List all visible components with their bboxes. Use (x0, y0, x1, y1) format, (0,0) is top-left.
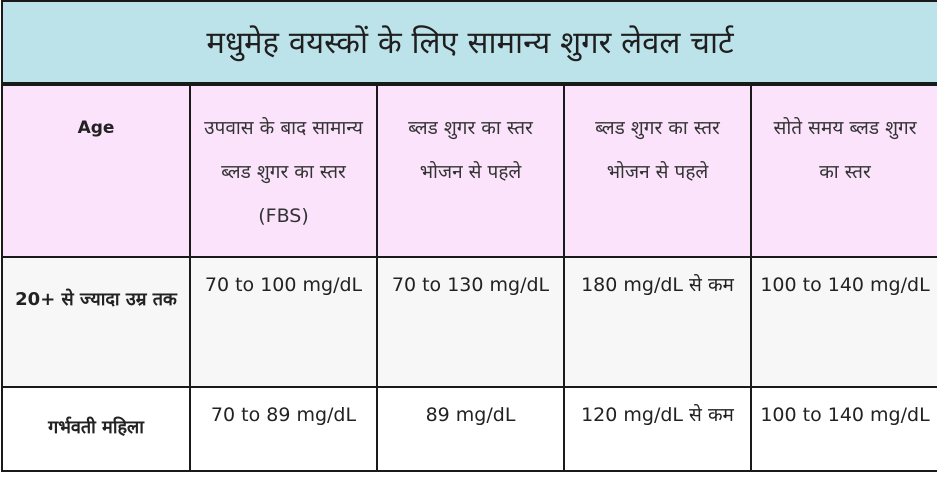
table-cell: 70 to 89 mg/dL (189, 386, 378, 472)
table-cell: 89 mg/dL (376, 386, 565, 472)
chart-title: मधुमेह वयस्कों के लिए सामान्य शुगर लेवल … (1, 0, 937, 84)
row-label: गर्भवती महिला (1, 386, 191, 472)
table-cell: 180 mg/dL से कम (563, 256, 752, 388)
header-before-meal: ब्लड शुगर का स्तर भोजन से पहले (376, 84, 565, 258)
sugar-level-table: Age उपवास के बाद सामान्य ब्लड शुगर का स्… (1, 84, 937, 472)
table-cell: 70 to 130 mg/dL (376, 256, 565, 388)
table-cell: 100 to 140 mg/dL (750, 256, 937, 388)
header-bedtime: सोते समय ब्लड शुगर का स्तर (750, 84, 937, 258)
table-row: गर्भवती महिला 70 to 89 mg/dL 89 mg/dL 12… (1, 386, 937, 472)
table-header-row: Age उपवास के बाद सामान्य ब्लड शुगर का स्… (1, 84, 937, 258)
table-cell: 120 mg/dL से कम (563, 386, 752, 472)
header-fasting: उपवास के बाद सामान्य ब्लड शुगर का स्तर (… (189, 84, 378, 258)
table-row: 20+ से ज्यादा उम्र तक 70 to 100 mg/dL 70… (1, 256, 937, 388)
table-cell: 100 to 140 mg/dL (750, 386, 937, 472)
row-label: 20+ से ज्यादा उम्र तक (1, 256, 191, 388)
table-cell: 70 to 100 mg/dL (189, 256, 378, 388)
header-before-meal-2: ब्लड शुगर का स्तर भोजन से पहले (563, 84, 752, 258)
header-age: Age (1, 84, 191, 258)
